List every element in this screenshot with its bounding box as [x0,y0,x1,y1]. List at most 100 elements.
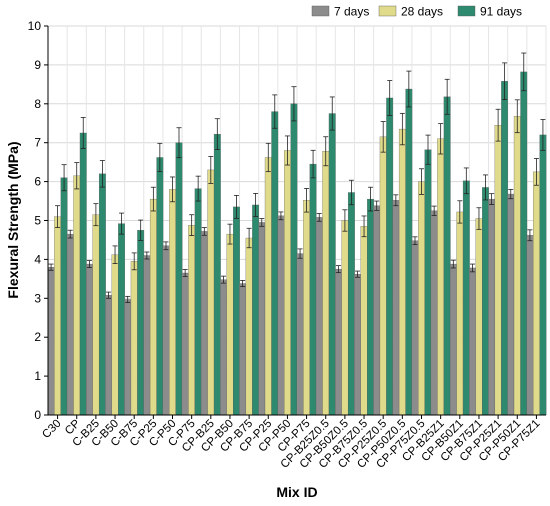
error-bar [138,219,144,241]
bar-91-days-CP-B25Z1 [443,96,451,416]
bar-7-days-C-P50 [162,245,170,416]
error-bar [278,211,284,221]
error-bar [329,96,335,131]
error-bar [259,218,265,227]
y-tick-labels: 0 1 2 3 4 5 6 7 8 9 10 [28,19,48,422]
error-bar [304,188,310,213]
error-bar [412,236,418,246]
bar-91-days-CP-P50Z1 [520,71,528,416]
error-bar [220,275,226,284]
legend-swatch [378,5,397,17]
bar-91-days-CP-P25Z1 [501,81,509,416]
error-bar [438,123,444,155]
legend-label: 28 days [401,5,443,19]
legend-item-7-days: 7 days [311,5,369,19]
legend-item-91-days: 91 days [457,5,522,19]
x-axis-title: Mix ID [276,484,317,500]
bar-7-days-C-B75 [124,299,132,416]
bar-7-days-CP-B50Z0.5 [334,268,342,416]
legend-item-28-days: 28 days [378,5,443,19]
error-bar [316,213,322,222]
bar-91-days-CP-B50 [233,206,240,416]
bar-28-days-C-B50 [111,254,119,416]
bar-28-days-CP-B50Z1 [456,211,464,416]
error-bar [495,108,501,142]
error-bar [425,134,431,165]
error-bar [240,280,246,288]
x-tick-labels: C30 CPC-B25C-B50C-B75C-P25C-P50C-P75CP-B2… [40,415,543,471]
y-tick-label: 3 [34,291,41,305]
y-tick-label: 4 [34,252,41,266]
error-bar [291,86,297,122]
error-bar [265,142,271,173]
bar-7-days-CP-P25Z0.5 [373,205,381,416]
error-bar [150,186,156,212]
bar-91-days-CP-B75Z1 [482,187,489,416]
bar-7-days-CP-B25 [200,231,208,416]
error-bar [508,188,514,200]
bar-28-days-C-P50 [169,189,176,416]
bar-91-days-C-P50 [175,142,183,416]
legend-label: 7 days [334,5,369,19]
bar-7-days-CP-P25Z1 [488,198,496,416]
bars [47,52,547,416]
error-bar [489,193,495,205]
bar-28-days-CP [73,175,81,416]
bar-7-days-CP-B75Z1 [469,267,476,416]
error-bar [208,156,214,184]
error-bar [406,70,412,108]
error-bar [361,215,367,238]
error-bar [540,119,546,151]
error-bar [374,200,380,211]
bar-28-days-C30 [54,216,61,416]
bar-28-days-CP-P25Z0.5 [379,136,387,416]
error-bar [482,174,488,201]
y-tick-label: 1 [34,369,41,383]
error-bar [297,248,303,259]
bar-28-days-CP-P25 [264,157,272,416]
bar-91-days-C-P75 [194,188,202,416]
bar-28-days-CP-P75 [303,200,310,416]
bar-7-days-C-B25 [85,263,93,416]
y-tick-label: 7 [34,136,41,150]
bar-28-days-CP-P75Z0.5 [418,181,425,416]
error-bar [80,117,86,149]
error-bar [431,205,437,216]
bar-28-days-CP-B25 [207,169,215,416]
error-bar [93,203,99,227]
error-bar [61,164,67,192]
error-bar [527,229,533,242]
error-bar [469,263,475,273]
bar-28-days-CP-B25Z0.5 [322,151,330,416]
bar-7-days-C30 [47,267,55,416]
error-bar [463,167,469,195]
bar-28-days-C-P75 [188,225,196,416]
bar-91-days-CP [79,132,87,416]
error-bar [502,62,508,100]
legend-swatch [311,5,330,17]
bar-7-days-CP-P50Z0.5 [392,200,400,416]
error-bar [419,168,424,195]
bar-91-days-CP-B50Z1 [462,180,470,416]
bar-28-days-CP-P50Z1 [513,116,521,416]
bar-91-days-CP-P75Z1 [539,134,547,416]
bar-28-days-CP-B50Z0.5 [341,220,349,416]
error-bar [342,209,348,232]
error-bar [86,260,92,268]
bar-7-days-CP-P50 [277,215,285,416]
error-bar [201,227,207,236]
error-bar [106,291,112,299]
error-bar [444,78,450,115]
bar-7-days-C-P25 [143,255,151,416]
error-bar [195,175,201,202]
bar-28-days-CP-B50 [226,233,234,416]
error-bar [144,251,150,260]
bar-7-days-C-B50 [105,295,112,416]
bar-91-days-CP-B50Z0.5 [347,192,355,416]
error-bar [112,245,118,264]
error-bar [74,162,80,190]
error-bar [355,270,361,278]
error-bar [272,94,278,129]
bar-7-days-CP-B25Z0.5 [315,217,323,416]
bar-28-days-CP-B75 [245,237,253,416]
